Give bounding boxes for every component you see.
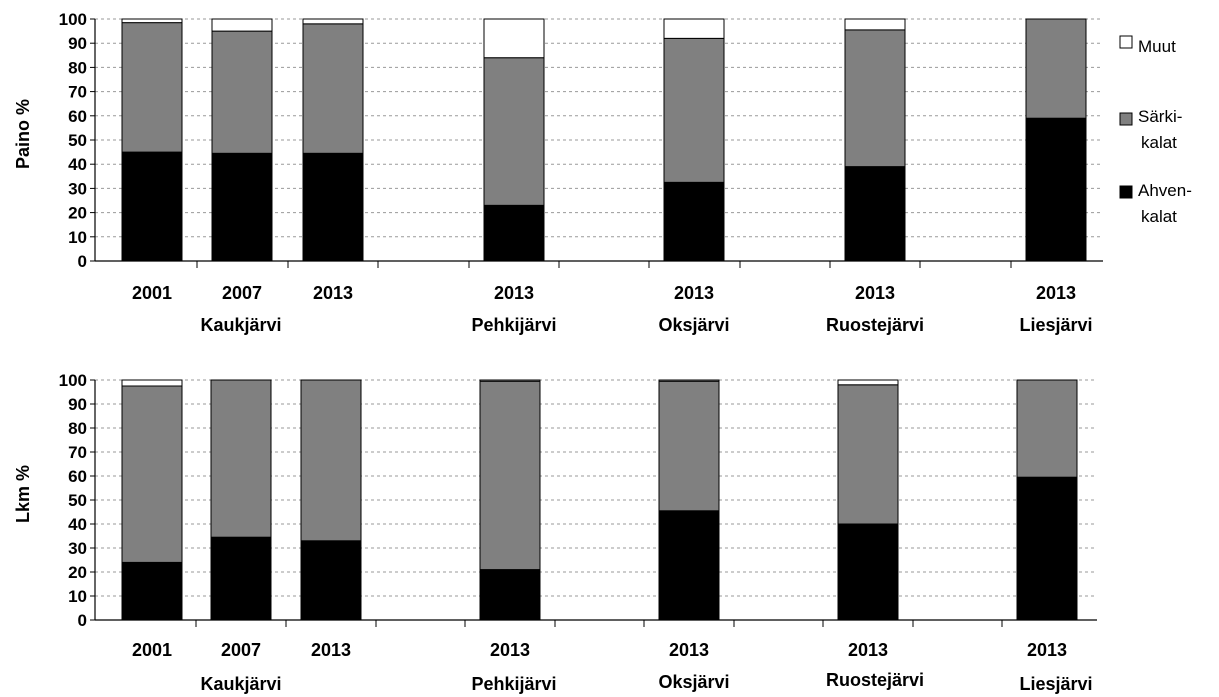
x-category-year: 2013 (490, 640, 530, 660)
x-category-year: 2013 (1027, 640, 1067, 660)
legend: Muut Särki-kalat Ahven-kalat (1119, 35, 1192, 226)
x-category-year: 2013 (1036, 283, 1076, 303)
x-category-lake: Oksjärvi (658, 672, 729, 692)
y-tick-label: 50 (68, 491, 87, 510)
bar-segment (210, 536, 272, 621)
legend-label-line2: kalat (1141, 207, 1177, 226)
bar-segment (837, 384, 899, 525)
x-category-year: 2007 (221, 640, 261, 660)
bar-segment (121, 561, 183, 621)
bar-segment (1025, 117, 1087, 262)
y-tick-label: 60 (68, 107, 87, 126)
x-category-lake: Ruostejärvi (826, 315, 924, 335)
bar-segment (663, 37, 725, 183)
x-category-year: 2001 (132, 640, 172, 660)
y-tick-label: 70 (68, 443, 87, 462)
x-category-lake: Liesjärvi (1019, 674, 1092, 694)
bar-segment (121, 379, 183, 387)
bar-segment (121, 151, 183, 262)
bar-segment (658, 380, 720, 512)
chart-panel-1: 0 10 20 30 40 50 60 70 80 90 100 2001 Kaukjärvi 2007 2… (13, 10, 1103, 335)
x-category-lake: Pehkijärvi (471, 315, 556, 335)
bar-segment (844, 29, 906, 168)
bar-segment (658, 379, 720, 382)
bar-segment (121, 18, 183, 24)
bar-segment (300, 379, 362, 542)
bar-segment (302, 18, 364, 25)
x-category-lake: Liesjärvi (1019, 315, 1092, 335)
y-tick-label: 80 (68, 58, 87, 77)
y-tick-label: 70 (68, 83, 87, 102)
legend-label: Särki- (1138, 107, 1182, 126)
legend-swatch (1119, 112, 1133, 126)
bar-segment (479, 380, 541, 571)
bar-segment (300, 540, 362, 621)
y-tick-label: 20 (68, 204, 87, 223)
bar-segment (844, 18, 906, 31)
bar-segment (483, 18, 545, 59)
x-category-lake: Pehkijärvi (471, 674, 556, 694)
bar-segment (1016, 476, 1078, 621)
bar-segment (844, 166, 906, 262)
y-tick-label: 10 (68, 587, 87, 606)
y-tick-label: 60 (68, 467, 87, 486)
bar-segment (837, 379, 899, 386)
y-tick-label: 100 (59, 10, 87, 29)
legend-label: Ahven- (1138, 181, 1192, 200)
x-category-year: 2013 (313, 283, 353, 303)
bar-segment (211, 18, 273, 32)
bar-segment (483, 57, 545, 206)
y-tick-label: 50 (68, 131, 87, 150)
bar-segment (663, 181, 725, 262)
y-axis-label: Paino % (13, 99, 33, 169)
bar-segment (121, 22, 183, 153)
bar-segment (210, 379, 272, 538)
bar-segment (1025, 18, 1087, 119)
x-category-lake: Ruostejärvi (826, 670, 924, 690)
y-tick-label: 40 (68, 515, 87, 534)
bar-segment (479, 379, 541, 382)
y-tick-label: 80 (68, 419, 87, 438)
x-category-year: 2013 (669, 640, 709, 660)
x-category-lake: Kaukjärvi (200, 674, 281, 694)
x-category-year: 2013 (848, 640, 888, 660)
y-tick-label: 10 (68, 228, 87, 247)
bar-segment (302, 23, 364, 154)
bar-segment (658, 510, 720, 621)
y-tick-label: 100 (59, 371, 87, 390)
x-category-year: 2013 (855, 283, 895, 303)
x-category-lake: Kaukjärvi (200, 315, 281, 335)
x-category-year: 2013 (494, 283, 534, 303)
bar-segment (483, 204, 545, 262)
legend-swatch (1119, 185, 1133, 199)
legend-label: Muut (1138, 37, 1176, 56)
legend-label-line2: kalat (1141, 133, 1177, 152)
y-tick-label: 0 (78, 611, 87, 630)
bar-segment (1016, 379, 1078, 478)
bar-segment (479, 569, 541, 621)
y-tick-label: 30 (68, 179, 87, 198)
y-tick-label: 40 (68, 155, 87, 174)
bar-segment (211, 30, 273, 154)
chart-panel-2: 0 10 20 30 40 50 60 70 80 90 100 2001 Kaukjärvi 2007 2… (13, 371, 1097, 694)
x-category-year: 2001 (132, 283, 172, 303)
x-category-year: 2013 (674, 283, 714, 303)
bar-segment (302, 152, 364, 262)
x-category-year: 2013 (311, 640, 351, 660)
bar-segment (121, 385, 183, 563)
y-axis-label: Lkm % (13, 465, 33, 523)
bar-segment (837, 523, 899, 621)
y-tick-label: 0 (78, 252, 87, 271)
legend-swatch (1119, 35, 1133, 49)
x-category-year: 2007 (222, 283, 262, 303)
y-tick-label: 20 (68, 563, 87, 582)
x-category-lake: Oksjärvi (658, 315, 729, 335)
y-tick-label: 90 (68, 34, 87, 53)
bar-segment (211, 152, 273, 262)
y-tick-label: 30 (68, 539, 87, 558)
bar-segment (663, 18, 725, 39)
y-tick-label: 90 (68, 395, 87, 414)
